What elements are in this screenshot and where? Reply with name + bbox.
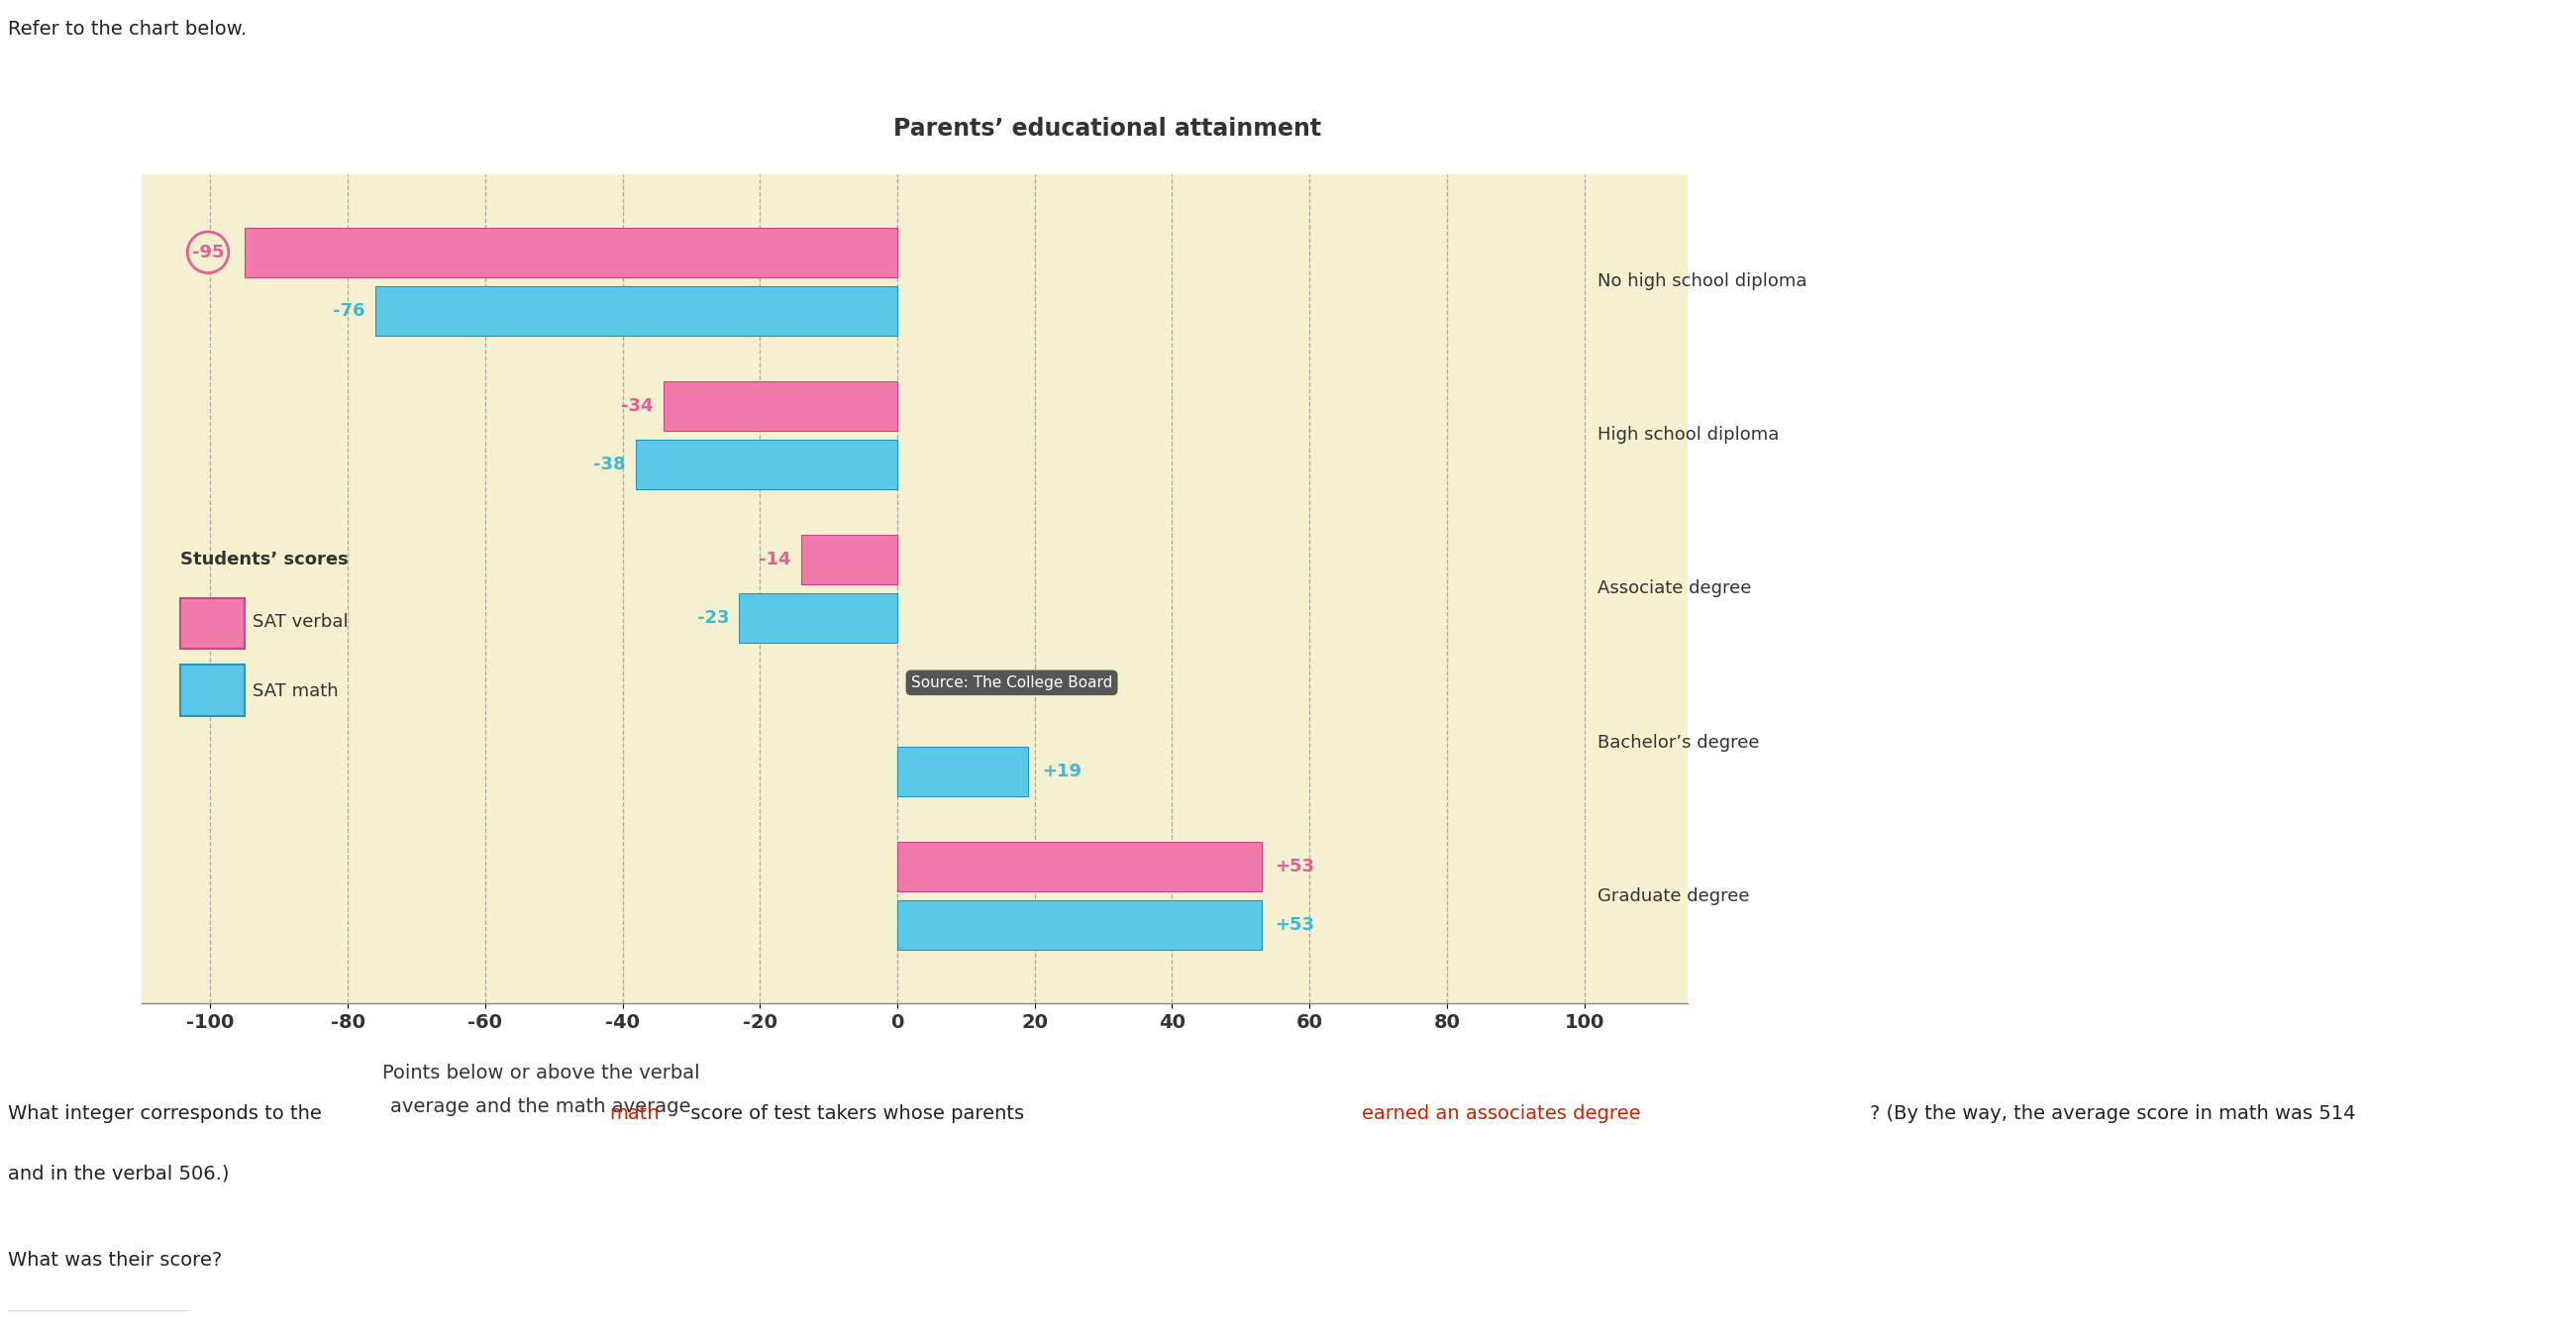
Bar [896, 842, 1262, 891]
Text: math: math [611, 1104, 659, 1123]
Text: ? (By the way, the average score in math was 514: ? (By the way, the average score in math… [1870, 1104, 2354, 1123]
Bar [896, 900, 1262, 950]
Text: earned an associates degree: earned an associates degree [1363, 1104, 1641, 1123]
Text: -76: -76 [332, 302, 366, 320]
Text: -23: -23 [698, 609, 729, 626]
Text: Associate degree: Associate degree [1597, 579, 1752, 598]
Text: +53: +53 [1275, 858, 1314, 875]
Text: Points below or above the verbal: Points below or above the verbal [381, 1064, 701, 1082]
Text: score of test takers whose parents: score of test takers whose parents [685, 1104, 1030, 1123]
Text: -38: -38 [592, 455, 626, 474]
Bar [245, 227, 896, 277]
Bar [801, 535, 896, 585]
Text: SAT verbal: SAT verbal [252, 613, 348, 632]
Text: Bachelor’s degree: Bachelor’s degree [1597, 733, 1759, 751]
Bar [636, 440, 896, 488]
Text: Source: The College Board: Source: The College Board [912, 676, 1113, 690]
Bar [376, 286, 896, 336]
Text: Parents’ educational attainment: Parents’ educational attainment [894, 116, 1321, 140]
Text: Refer to the chart below.: Refer to the chart below. [8, 20, 247, 39]
Text: High school diploma: High school diploma [1597, 427, 1780, 444]
Text: What was their score?: What was their score? [8, 1251, 222, 1270]
Text: +19: +19 [1041, 763, 1082, 780]
Text: average and the math average: average and the math average [392, 1097, 690, 1116]
Text: Students’ scores: Students’ scores [180, 551, 348, 569]
Text: and in the verbal 506.): and in the verbal 506.) [8, 1164, 229, 1183]
Bar [896, 747, 1028, 796]
Text: -95: -95 [193, 244, 224, 261]
Text: SAT math: SAT math [252, 682, 337, 701]
Text: +53: +53 [1275, 917, 1314, 934]
Text: What integer corresponds to the: What integer corresponds to the [8, 1104, 327, 1123]
Bar [665, 381, 896, 431]
Text: Graduate degree: Graduate degree [1597, 887, 1749, 904]
Text: -34: -34 [621, 397, 654, 415]
Text: -14: -14 [760, 551, 791, 569]
Text: No high school diploma: No high school diploma [1597, 273, 1808, 290]
Bar [739, 593, 896, 642]
